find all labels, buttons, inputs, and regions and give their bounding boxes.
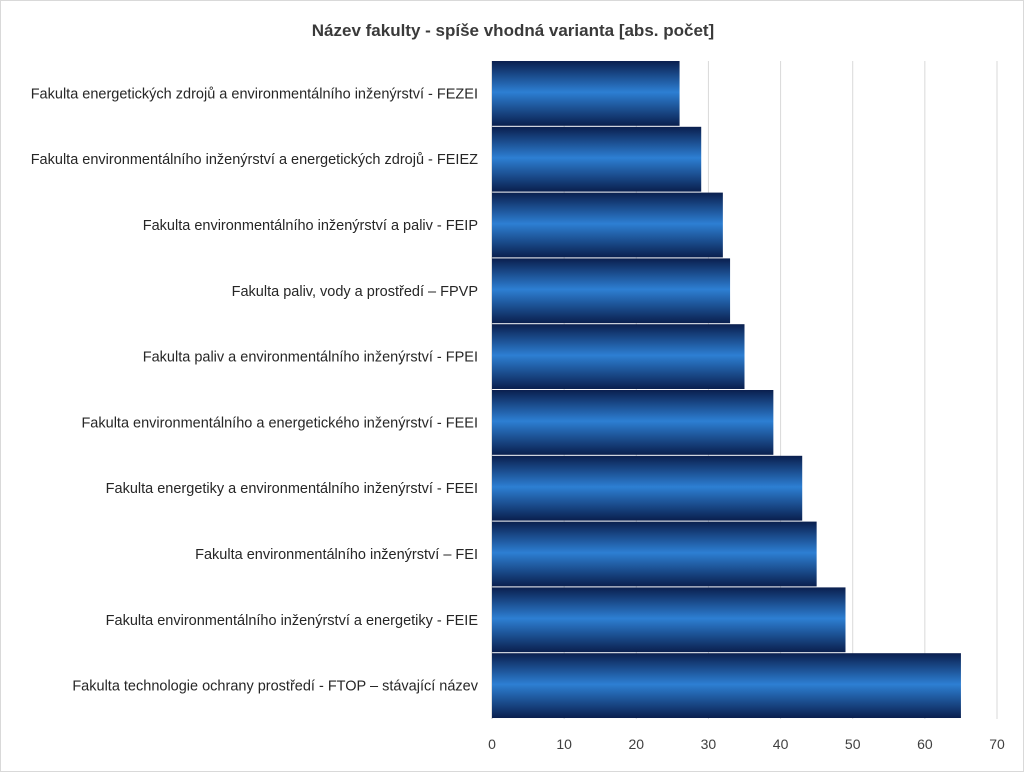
x-tick-label: 60 [917,736,933,752]
x-tick-label: 20 [628,736,644,752]
chart-title: Název fakulty - spíše vhodná varianta [a… [312,21,714,40]
bar [492,390,774,455]
x-tick-label: 40 [773,736,789,752]
category-label: Fakulta environmentálního a energetickéh… [81,415,478,431]
category-label: Fakulta paliv, vody a prostředí – FPVP [232,284,478,300]
category-label: Fakulta environmentálního inženýrství a … [143,218,478,234]
x-tick-label: 70 [989,736,1005,752]
x-tick-labels: 0 10 20 30 40 50 60 70 [488,736,1005,752]
category-label: Fakulta energetických zdrojů a environme… [31,86,478,102]
bar [492,192,723,258]
x-tick-label: 30 [701,736,717,752]
x-tick-label: 50 [845,736,861,752]
bar [492,587,846,653]
bar [492,258,731,324]
category-label: Fakulta energetiky a environmentálního i… [106,481,478,497]
category-label: Fakulta environmentálního inženýrství a … [106,613,479,629]
bars [492,61,961,719]
category-label: Fakulta technologie ochrany prostředí - … [72,679,478,695]
category-label: Fakulta environmentálního inženýrství – … [195,547,478,563]
category-label: Fakulta environmentálního inženýrství a … [31,152,478,168]
bar [492,126,702,192]
bar [492,324,745,390]
category-labels: Fakulta energetických zdrojů a environme… [31,86,479,694]
x-tick-label: 0 [488,736,496,752]
bar [492,61,680,126]
bar [492,653,961,719]
bar [492,521,817,587]
x-tick-label: 10 [556,736,572,752]
bar [492,455,803,521]
category-label: Fakulta paliv a environmentálního inžený… [143,350,478,366]
